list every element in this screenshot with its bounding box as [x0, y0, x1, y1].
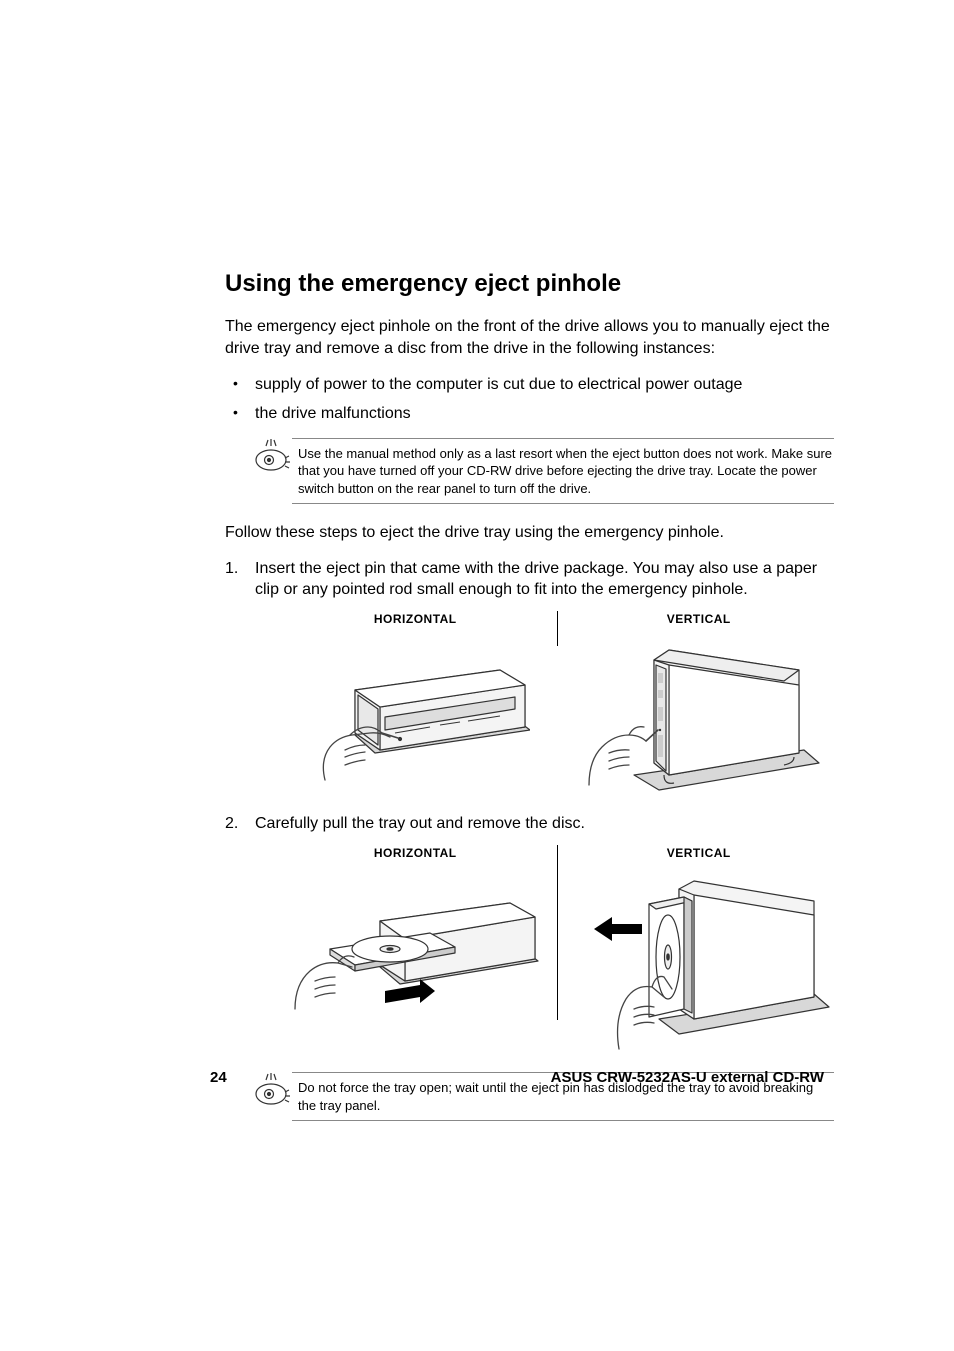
page-number: 24: [210, 1069, 227, 1086]
figure-horizontal-2: HORIZONTAL: [280, 845, 551, 1054]
drive-horizontal-pull-tray-illustration: [290, 869, 540, 1029]
list-item: the drive malfunctions: [225, 402, 834, 425]
lightbulb-icon: [250, 438, 292, 478]
figure-vertical-1: VERTICAL: [564, 611, 835, 795]
figure-row-2: HORIZONTAL: [280, 845, 834, 1054]
product-name: ASUS CRW-5232AS-U external CD-RW: [551, 1069, 824, 1086]
drive-horizontal-insert-pin-illustration: [300, 635, 530, 785]
step-text: Carefully pull the tray out and remove t…: [255, 815, 585, 832]
figure-label: VERTICAL: [564, 845, 835, 861]
instances-list: supply of power to the computer is cut d…: [225, 373, 834, 425]
arrow-icon: [594, 917, 642, 941]
list-item: supply of power to the computer is cut d…: [225, 373, 834, 396]
figure-label: HORIZONTAL: [280, 845, 551, 861]
note-text: Use the manual method only as a last res…: [292, 438, 834, 505]
step-text: Insert the eject pin that came with the …: [255, 560, 817, 599]
figure-label: VERTICAL: [564, 611, 835, 627]
figure-vertical-2: VERTICAL: [564, 845, 835, 1054]
section-title: Using the emergency eject pinhole: [225, 270, 834, 298]
figure-divider: [557, 611, 558, 646]
page: Using the emergency eject pinhole The em…: [0, 0, 954, 1351]
page-footer: 24 ASUS CRW-5232AS-U external CD-RW: [210, 1069, 824, 1086]
steps-list: Insert the eject pin that came with the …: [225, 558, 834, 1054]
step-item: Carefully pull the tray out and remove t…: [225, 813, 834, 1054]
step-item: Insert the eject pin that came with the …: [225, 558, 834, 795]
figure-divider: [557, 845, 558, 1020]
drive-vertical-pull-tray-illustration: [564, 869, 834, 1054]
follow-paragraph: Follow these steps to eject the drive tr…: [225, 522, 834, 544]
figure-label: HORIZONTAL: [280, 611, 551, 627]
note-block: Use the manual method only as a last res…: [250, 438, 834, 505]
intro-paragraph: The emergency eject pinhole on the front…: [225, 316, 834, 359]
figure-horizontal-1: HORIZONTAL: [280, 611, 551, 795]
drive-vertical-insert-pin-illustration: [574, 635, 824, 795]
figure-row-1: HORIZONTAL: [280, 611, 834, 795]
